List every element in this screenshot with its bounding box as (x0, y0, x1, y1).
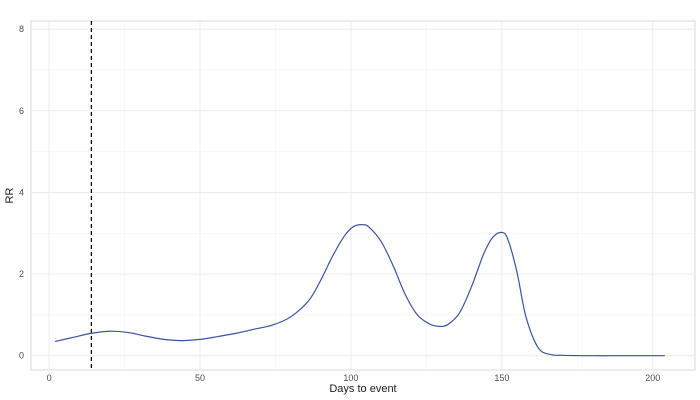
plot-panel (30, 20, 696, 371)
x-tick-label: 100 (343, 373, 358, 383)
x-axis-title: Days to event (329, 383, 396, 395)
plot-border (30, 20, 696, 371)
y-axis-title: RR (4, 188, 16, 204)
y-tick-label: 6 (19, 106, 24, 116)
x-tick-label: 50 (195, 373, 205, 383)
y-tick-label: 2 (19, 269, 24, 279)
series-group (55, 224, 665, 357)
minor-gridlines (31, 21, 695, 370)
y-axis-ticks: 0 2 4 6 8 (19, 24, 24, 361)
major-gridlines (31, 21, 695, 370)
x-axis-ticks: 0 50 100 150 200 (47, 373, 661, 383)
y-tick-label: 8 (19, 24, 24, 34)
x-tick-label: 150 (494, 373, 509, 383)
x-tick-label: 200 (645, 373, 660, 383)
y-tick-label: 0 (19, 351, 24, 361)
y-tick-label: 4 (19, 187, 24, 197)
series-line (55, 224, 665, 357)
x-tick-label: 0 (47, 373, 52, 383)
